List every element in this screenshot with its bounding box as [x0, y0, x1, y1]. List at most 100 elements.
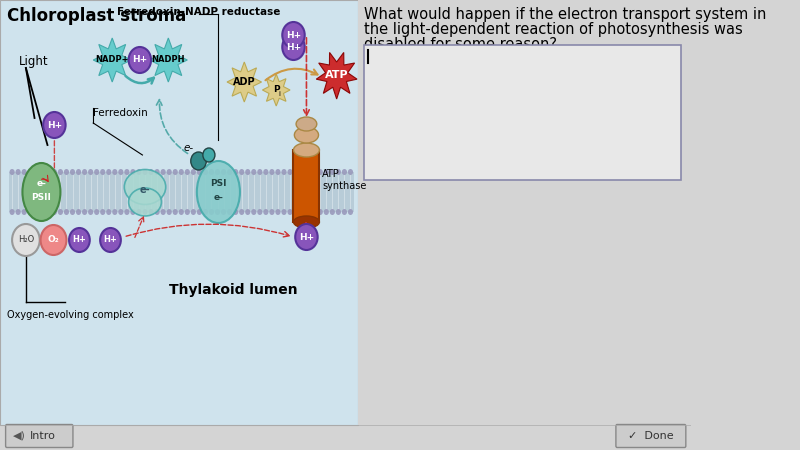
Circle shape — [233, 209, 238, 215]
Circle shape — [282, 169, 286, 175]
Circle shape — [28, 209, 33, 215]
Circle shape — [263, 209, 269, 215]
Text: disabled for some reason?: disabled for some reason? — [364, 37, 558, 52]
Circle shape — [227, 209, 232, 215]
Circle shape — [330, 169, 335, 175]
Circle shape — [203, 209, 208, 215]
Text: Chloroplast stroma: Chloroplast stroma — [7, 7, 186, 25]
Circle shape — [245, 169, 250, 175]
Circle shape — [203, 169, 208, 175]
Circle shape — [124, 169, 130, 175]
Text: e-: e- — [183, 143, 194, 153]
Text: ATP
synthase: ATP synthase — [322, 169, 366, 191]
Text: O₂: O₂ — [48, 235, 59, 244]
FancyBboxPatch shape — [6, 424, 73, 447]
Polygon shape — [150, 38, 187, 82]
Text: What would happen if the electron transport system in: What would happen if the electron transp… — [364, 7, 766, 22]
Circle shape — [203, 148, 215, 162]
Circle shape — [129, 47, 151, 73]
Circle shape — [306, 209, 310, 215]
Text: PSI: PSI — [210, 179, 226, 188]
Circle shape — [118, 209, 123, 215]
Circle shape — [64, 209, 69, 215]
Circle shape — [239, 169, 244, 175]
Ellipse shape — [296, 117, 317, 131]
Text: ◀): ◀) — [13, 431, 26, 441]
Circle shape — [106, 169, 111, 175]
Circle shape — [15, 169, 21, 175]
Circle shape — [112, 209, 118, 215]
Text: Oxygen-evolving complex: Oxygen-evolving complex — [7, 310, 134, 320]
Circle shape — [46, 169, 51, 175]
Circle shape — [161, 209, 166, 215]
Circle shape — [294, 169, 298, 175]
Circle shape — [221, 169, 226, 175]
Text: e-: e- — [140, 185, 150, 195]
Circle shape — [312, 169, 317, 175]
Circle shape — [185, 209, 190, 215]
Text: Intro: Intro — [30, 431, 56, 441]
Ellipse shape — [197, 161, 240, 223]
Circle shape — [149, 209, 154, 215]
Circle shape — [10, 209, 14, 215]
Text: ✓  Done: ✓ Done — [628, 431, 674, 441]
Circle shape — [282, 22, 305, 48]
Circle shape — [69, 228, 90, 252]
Circle shape — [185, 169, 190, 175]
Circle shape — [270, 209, 274, 215]
Text: ATP: ATP — [325, 70, 349, 80]
Circle shape — [34, 169, 39, 175]
Circle shape — [330, 209, 335, 215]
Circle shape — [34, 209, 39, 215]
Polygon shape — [262, 74, 290, 106]
Circle shape — [270, 169, 274, 175]
Text: ADP: ADP — [233, 77, 256, 87]
Circle shape — [324, 169, 329, 175]
Text: Ferredoxin-NADP reductase: Ferredoxin-NADP reductase — [117, 7, 280, 17]
Circle shape — [46, 209, 51, 215]
Text: NADPH: NADPH — [151, 55, 185, 64]
Circle shape — [348, 169, 353, 175]
Circle shape — [130, 209, 135, 215]
Circle shape — [124, 209, 130, 215]
Circle shape — [209, 169, 214, 175]
Circle shape — [70, 169, 75, 175]
Circle shape — [245, 209, 250, 215]
Circle shape — [154, 209, 160, 215]
Circle shape — [251, 169, 256, 175]
Circle shape — [82, 209, 87, 215]
Circle shape — [258, 169, 262, 175]
Circle shape — [43, 112, 66, 138]
Circle shape — [306, 169, 310, 175]
Circle shape — [40, 209, 45, 215]
Circle shape — [88, 169, 94, 175]
Circle shape — [130, 169, 135, 175]
Circle shape — [15, 209, 21, 215]
Circle shape — [106, 209, 111, 215]
Circle shape — [197, 169, 202, 175]
Circle shape — [76, 209, 81, 215]
Circle shape — [336, 169, 341, 175]
Text: H+: H+ — [73, 235, 86, 244]
Circle shape — [58, 209, 63, 215]
Circle shape — [64, 169, 69, 175]
Ellipse shape — [124, 170, 166, 204]
Circle shape — [227, 169, 232, 175]
Circle shape — [294, 209, 298, 215]
Text: the light-dependent reaction of photosynthesis was: the light-dependent reaction of photosyn… — [364, 22, 743, 37]
Text: H+: H+ — [103, 235, 118, 244]
Text: H₂O: H₂O — [18, 235, 34, 244]
Circle shape — [142, 169, 148, 175]
Circle shape — [239, 209, 244, 215]
Circle shape — [324, 209, 329, 215]
Text: H+: H+ — [299, 233, 314, 242]
Circle shape — [197, 209, 202, 215]
Circle shape — [287, 169, 293, 175]
Circle shape — [342, 209, 347, 215]
Circle shape — [299, 209, 305, 215]
Circle shape — [312, 209, 317, 215]
Circle shape — [190, 169, 196, 175]
Text: Thylakoid lumen: Thylakoid lumen — [169, 283, 298, 297]
Polygon shape — [316, 53, 357, 99]
Circle shape — [166, 209, 172, 215]
